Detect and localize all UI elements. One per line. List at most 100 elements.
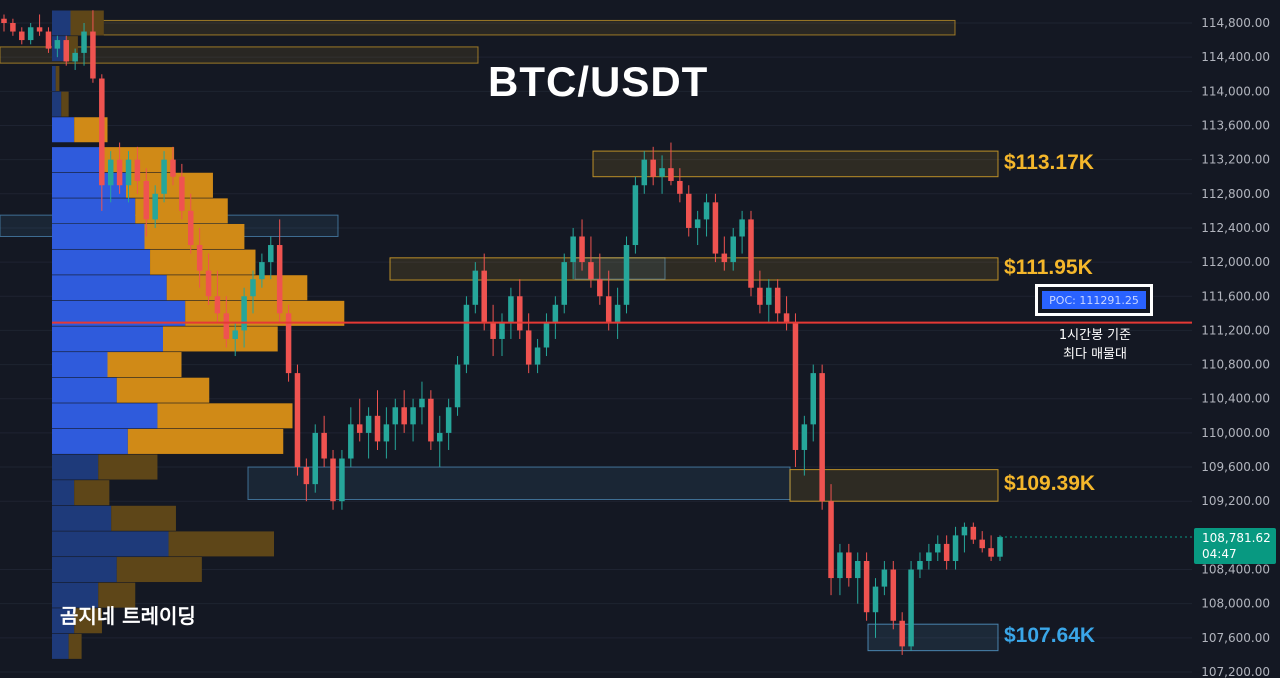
candle-body: [934, 543, 941, 553]
profile-buy-bar: [52, 505, 112, 531]
profile-sell-bar: [116, 557, 202, 583]
candle-body: [774, 287, 781, 314]
candle-body: [988, 548, 994, 557]
current-price: 108,781.62: [1202, 531, 1271, 545]
profile-sell-bar: [150, 249, 256, 275]
axis-tick-label: 113,600.00: [1201, 118, 1270, 132]
price-axis: 114,800.00 114,400.00 114,000.00 113,600.00…: [1201, 16, 1270, 678]
candle-body: [312, 432, 319, 485]
candle-body: [685, 193, 692, 228]
profile-buy-bar: [52, 377, 117, 403]
candle-body: [36, 27, 43, 32]
axis-tick-label: 110,000.00: [1201, 426, 1270, 440]
candle-body: [757, 287, 763, 305]
profile-buy-bar: [52, 223, 145, 249]
candle-body: [90, 31, 96, 79]
candle-body: [19, 31, 25, 41]
profile-buy-bar: [52, 531, 169, 557]
profile-sell-bar: [74, 480, 110, 506]
profile-sell-bar: [74, 608, 102, 634]
profile-buy-bar: [52, 582, 99, 608]
candle-body: [508, 296, 514, 322]
profile-buy-bar: [52, 10, 71, 36]
candle-body: [872, 586, 879, 613]
candle-body: [445, 407, 452, 433]
profile-sell-bar: [144, 223, 245, 249]
profile-buy-bar: [52, 117, 75, 143]
candle-body: [339, 458, 345, 502]
axis-tick-label: 110,800.00: [1201, 358, 1270, 372]
candle-body: [232, 330, 238, 339]
zone-box: [867, 623, 999, 652]
zone-label-107k: $107.64K: [1004, 624, 1096, 648]
candle-body: [703, 202, 710, 220]
candle-body: [881, 569, 888, 587]
candle-body: [828, 501, 834, 579]
candle-body: [543, 321, 550, 348]
profile-sell-bar: [98, 454, 158, 480]
candle-body: [205, 270, 212, 297]
candle-body: [863, 560, 870, 613]
profile-buy-bar: [52, 198, 136, 224]
candle-body: [561, 262, 568, 305]
candle-body: [419, 398, 425, 408]
candle-body: [570, 236, 576, 263]
axis-tick-label: 107,200.00: [1201, 665, 1270, 678]
poc-label-box: POC: 111291.25: [1035, 284, 1153, 316]
candle-body: [196, 245, 203, 271]
candle-body: [899, 620, 905, 647]
candle-body: [481, 270, 487, 322]
profile-sell-bar: [68, 633, 82, 659]
profile-buy-bar: [52, 249, 151, 275]
candle-body: [116, 159, 123, 186]
candle-body: [766, 287, 772, 305]
candle-body: [926, 552, 932, 561]
candle-body: [632, 185, 639, 246]
profile-buy-bar: [52, 172, 126, 198]
zone-layer: [0, 19, 999, 652]
candle-body: [739, 219, 745, 237]
axis-tick-label: 112,800.00: [1201, 187, 1270, 201]
candle-body: [641, 159, 648, 186]
candle-body: [854, 560, 861, 579]
axis-tick-label: 111,200.00: [1201, 323, 1270, 337]
current-price-tag: 108,781.62 04:47: [1194, 528, 1276, 564]
candle-body: [125, 159, 132, 186]
poc-caption-line1: 1시간봉 기준: [1058, 328, 1132, 343]
candle-body: [659, 168, 665, 177]
candle-body: [365, 415, 372, 433]
candle-body: [143, 180, 150, 220]
profile-buy-bar: [52, 66, 56, 92]
candle-body: [614, 304, 621, 322]
candles-layer: [1, 10, 1003, 655]
candle-body: [517, 296, 523, 331]
candle-body: [597, 279, 603, 297]
profile-sell-bar: [111, 505, 176, 531]
candle-body: [45, 31, 52, 49]
axis-tick-label: 109,600.00: [1201, 460, 1270, 474]
candle-body: [650, 159, 656, 177]
axis-tick-label: 109,200.00: [1201, 494, 1270, 508]
poc-layer: [52, 321, 1192, 538]
candle-body: [748, 219, 754, 288]
candle-body: [668, 168, 674, 181]
candle-body: [99, 78, 105, 186]
axis-tick-label: 108,400.00: [1201, 563, 1270, 577]
candle-body: [54, 40, 61, 49]
candle-body: [428, 398, 434, 442]
profile-buy-bar: [52, 608, 75, 634]
profile-sell-bar: [116, 377, 210, 403]
poc-caption-line2: 최다 매물대: [1063, 347, 1127, 362]
profile-buy-bar: [52, 403, 158, 429]
candle-body: [677, 180, 683, 194]
zone-label-111k: $111.95K: [1004, 255, 1093, 279]
candle-body: [1, 18, 7, 23]
candle-body: [179, 176, 185, 211]
axis-tick-label: 112,000.00: [1201, 255, 1270, 269]
profile-sell-bar: [166, 275, 308, 301]
candle-body: [410, 407, 416, 425]
profile-sell-bar: [98, 582, 136, 608]
axis-tick-label: 114,000.00: [1201, 84, 1270, 98]
axis-tick-label: 107,600.00: [1201, 631, 1270, 645]
